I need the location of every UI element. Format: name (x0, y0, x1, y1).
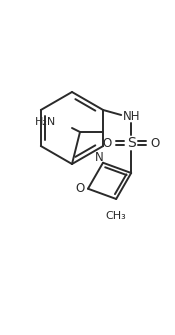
Text: O: O (103, 136, 112, 149)
Text: H₂N: H₂N (35, 117, 56, 127)
Text: S: S (127, 136, 136, 150)
Text: O: O (150, 136, 160, 149)
Text: CH₃: CH₃ (106, 211, 127, 221)
Text: O: O (75, 182, 85, 195)
Text: NH: NH (122, 110, 140, 123)
Text: N: N (95, 151, 103, 164)
